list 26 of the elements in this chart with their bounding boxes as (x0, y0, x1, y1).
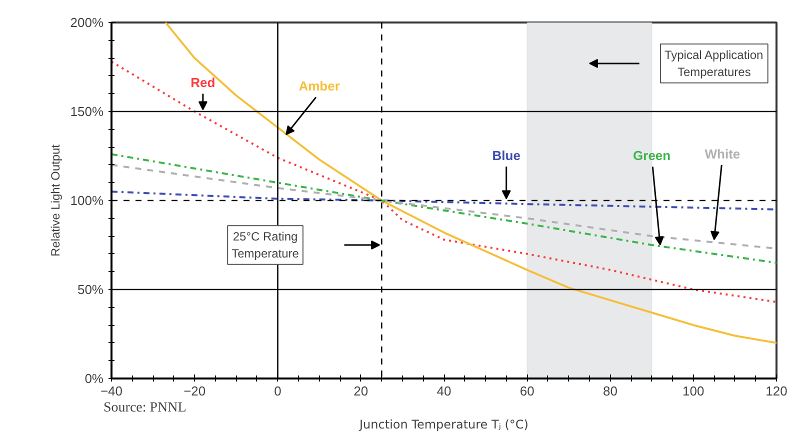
x-tick-label: −40 (100, 384, 123, 398)
text: Blue (492, 148, 520, 164)
line-series (164, 22, 776, 344)
x-tick-label: 60 (520, 384, 534, 398)
x-tick-label: 20 (354, 384, 368, 398)
x-tick-label: 120 (766, 384, 788, 398)
y-tick-label: 150% (70, 104, 104, 119)
x-tick-label: −20 (184, 384, 206, 398)
text: Amber (298, 78, 340, 94)
x-axis-title: Junction Temperature Tⱼ (°C) (358, 418, 528, 432)
y-axis-title: Relative Light Output (48, 144, 62, 257)
text: White (704, 146, 740, 162)
annotation: 25°C Rating Temperature (232, 230, 300, 260)
x-tick-label: 100 (682, 384, 704, 398)
text: Green (633, 148, 671, 164)
y-tick-label: 200% (70, 15, 104, 30)
x-tick-label: 80 (603, 384, 618, 398)
x-tick-label: 40 (436, 384, 452, 398)
y-tick-label: 0% (84, 371, 104, 386)
x-tick-label: 0 (274, 384, 282, 398)
annotation: Typical Application Temperatures (664, 48, 764, 79)
y-tick-label: 100% (70, 193, 104, 208)
y-tick-label: 50% (77, 282, 104, 297)
line-series (112, 60, 776, 303)
series-label: Red (190, 75, 216, 90)
source-note: Source: PNNL (104, 400, 186, 416)
